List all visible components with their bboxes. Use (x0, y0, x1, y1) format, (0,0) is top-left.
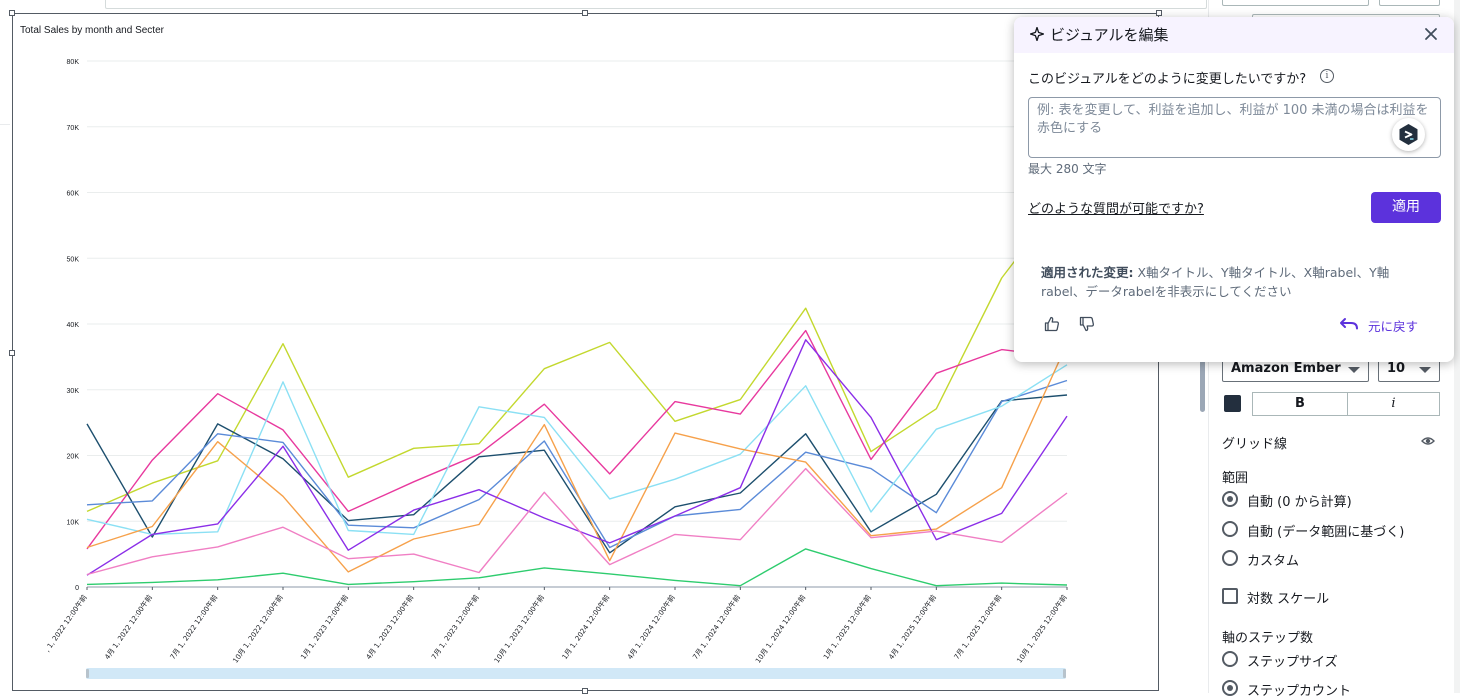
q-logo-icon (1392, 118, 1425, 151)
char-limit-hint: 最大 280 文字 (1028, 162, 1107, 176)
bold-button[interactable]: B (1252, 392, 1348, 416)
change-request-input[interactable]: 例: 表を変更して、利益を追加し、利益が 100 未満の場合は利益を赤色にする (1028, 97, 1441, 158)
panel-scrollbar[interactable] (1454, 0, 1460, 693)
x-tick-label: 10月 1, 2025 12:00午前 (1015, 593, 1069, 665)
x-tick-label: 4月 1, 2025 12:00午前 (887, 593, 938, 661)
thumbs-up-icon[interactable] (1044, 316, 1060, 332)
range-radio-custom[interactable] (1222, 550, 1238, 566)
undo-button[interactable]: 元に戻す (1368, 319, 1419, 334)
top-panel-field-2[interactable] (1379, 0, 1440, 6)
step-option-label: ステップカウント (1247, 684, 1352, 699)
resize-handle-left[interactable] (9, 350, 15, 356)
series-line (86, 379, 1068, 549)
eye-icon[interactable] (1421, 434, 1435, 448)
top-field-edge (105, 0, 1207, 9)
resize-handle-top[interactable] (582, 10, 588, 16)
edit-visual-popup: ビジュアルを編集 このビジュアルをどのように変更したいですか? i 例: 表を変… (1014, 17, 1454, 362)
chevron-down-icon (1348, 367, 1360, 373)
font-size-value: 10 (1387, 361, 1406, 376)
italic-label: i (1391, 396, 1396, 411)
input-placeholder: 例: 表を変更して、利益を追加し、利益が 100 未満の場合は利益を赤色にする (1037, 103, 1429, 136)
y-tick-label: 60K (67, 191, 80, 198)
top-strip (0, 0, 1208, 12)
applied-detail: X軸タイトル、Y軸タイトル、X軸rabel、Y軸rabel、データrabelを非… (1041, 265, 1390, 299)
x-tick-label: 7月 1, 2025 12:00午前 (952, 593, 1003, 661)
x-tick-label: 1月 1, 2024 12:00午前 (560, 593, 611, 661)
font-family-value: Amazon Ember (1231, 361, 1341, 376)
chart-scroll-bar[interactable] (86, 668, 1066, 679)
range-option-label: 自動 (0 から計算) (1247, 495, 1352, 510)
log-scale-label: 対数 スケール (1247, 592, 1330, 607)
x-tick-label: 7月 1, 2024 12:00午前 (691, 593, 742, 661)
y-tick-label: 20K (67, 454, 80, 461)
gridlines-label: グリッド線 (1222, 437, 1288, 452)
line-chart: 0 10K 20K 30K 40K 50K 60K 70K 80K , 1, 2022 12:00… (43, 59, 1069, 665)
y-tick-label: 0 (75, 585, 79, 592)
applied-changes-text: 適用された変更: X軸タイトル、Y軸タイトル、X軸rabel、Y軸rabel、デ… (1041, 263, 1421, 301)
scroll-right-handle[interactable] (1063, 669, 1066, 678)
x-tick-label: 10月 1, 2023 12:00午前 (492, 593, 546, 665)
applied-prefix: 適用された変更: (1041, 265, 1134, 280)
series-line (86, 343, 1068, 573)
popup-header (1014, 17, 1454, 53)
y-tick-label: 40K (67, 322, 80, 329)
undo-icon[interactable] (1339, 316, 1359, 332)
thumbs-down-icon[interactable] (1079, 316, 1095, 332)
x-tick-label: 1月 1, 2025 12:00午前 (821, 593, 872, 661)
bold-label: B (1295, 396, 1305, 411)
y-tick-label: 70K (67, 125, 80, 132)
y-tick-label: 10K (67, 519, 80, 526)
help-link[interactable]: どのような質問が可能ですか? (1028, 202, 1204, 217)
range-option-label: カスタム (1247, 554, 1300, 569)
series-line (86, 467, 1068, 576)
chevron-down-icon (1419, 367, 1431, 373)
log-scale-checkbox[interactable] (1222, 588, 1238, 604)
x-tick-label: 4月 1, 2022 12:00午前 (103, 593, 154, 661)
scroll-left-handle[interactable] (86, 669, 89, 678)
series-line (86, 364, 1068, 536)
popup-title: ビジュアルを編集 (1050, 26, 1169, 44)
y-tick-label: 30K (67, 388, 80, 395)
step-option-label: ステップサイズ (1247, 655, 1338, 670)
x-tick-label: 4月 1, 2024 12:00午前 (625, 593, 676, 661)
series-line (86, 394, 1068, 554)
x-tick-label: 4月 1, 2023 12:00午前 (364, 593, 415, 661)
range-radio-auto-data[interactable] (1222, 521, 1238, 537)
sparkle-icon (1030, 27, 1044, 41)
series-line (86, 548, 1068, 587)
x-tick-label: 10月 1, 2024 12:00午前 (753, 593, 807, 665)
left-divider (0, 124, 10, 125)
range-radio-auto-zero[interactable] (1222, 491, 1238, 507)
resize-handle-top-left[interactable] (9, 10, 15, 16)
font-color-swatch[interactable] (1224, 395, 1241, 412)
italic-button[interactable]: i (1347, 392, 1440, 416)
range-option-label: 自動 (データ範囲に基づく) (1247, 525, 1405, 540)
range-label: 範囲 (1222, 471, 1249, 486)
info-icon[interactable]: i (1320, 69, 1334, 83)
y-tick-label: 80K (67, 59, 80, 66)
axis-steps-label: 軸のステップ数 (1222, 631, 1314, 646)
apply-button[interactable]: 適用 (1371, 192, 1441, 223)
close-icon[interactable] (1424, 27, 1438, 41)
chart-title: Total Sales by month and Secter (20, 25, 164, 36)
x-tick-label: , 1, 2022 12:00午前 (43, 593, 89, 654)
x-tick-label: 1月 1, 2023 12:00午前 (299, 593, 350, 661)
series-line (86, 339, 1068, 576)
step-count-radio[interactable] (1222, 680, 1238, 696)
panel-scroll-thumb[interactable] (1200, 360, 1205, 412)
top-panel-field[interactable] (1222, 0, 1369, 6)
y-tick-label: 50K (67, 256, 80, 263)
series-line (86, 192, 1068, 513)
x-tick-label: 7月 1, 2023 12:00午前 (429, 593, 480, 661)
resize-handle-top-right[interactable] (1156, 10, 1162, 16)
series-line (86, 329, 1068, 550)
question-label: このビジュアルをどのように変更したいですか? (1028, 72, 1307, 87)
x-tick-label: 10月 1, 2022 12:00午前 (231, 593, 285, 665)
step-size-radio[interactable] (1222, 651, 1238, 667)
x-tick-label: 7月 1, 2022 12:00午前 (168, 593, 219, 661)
